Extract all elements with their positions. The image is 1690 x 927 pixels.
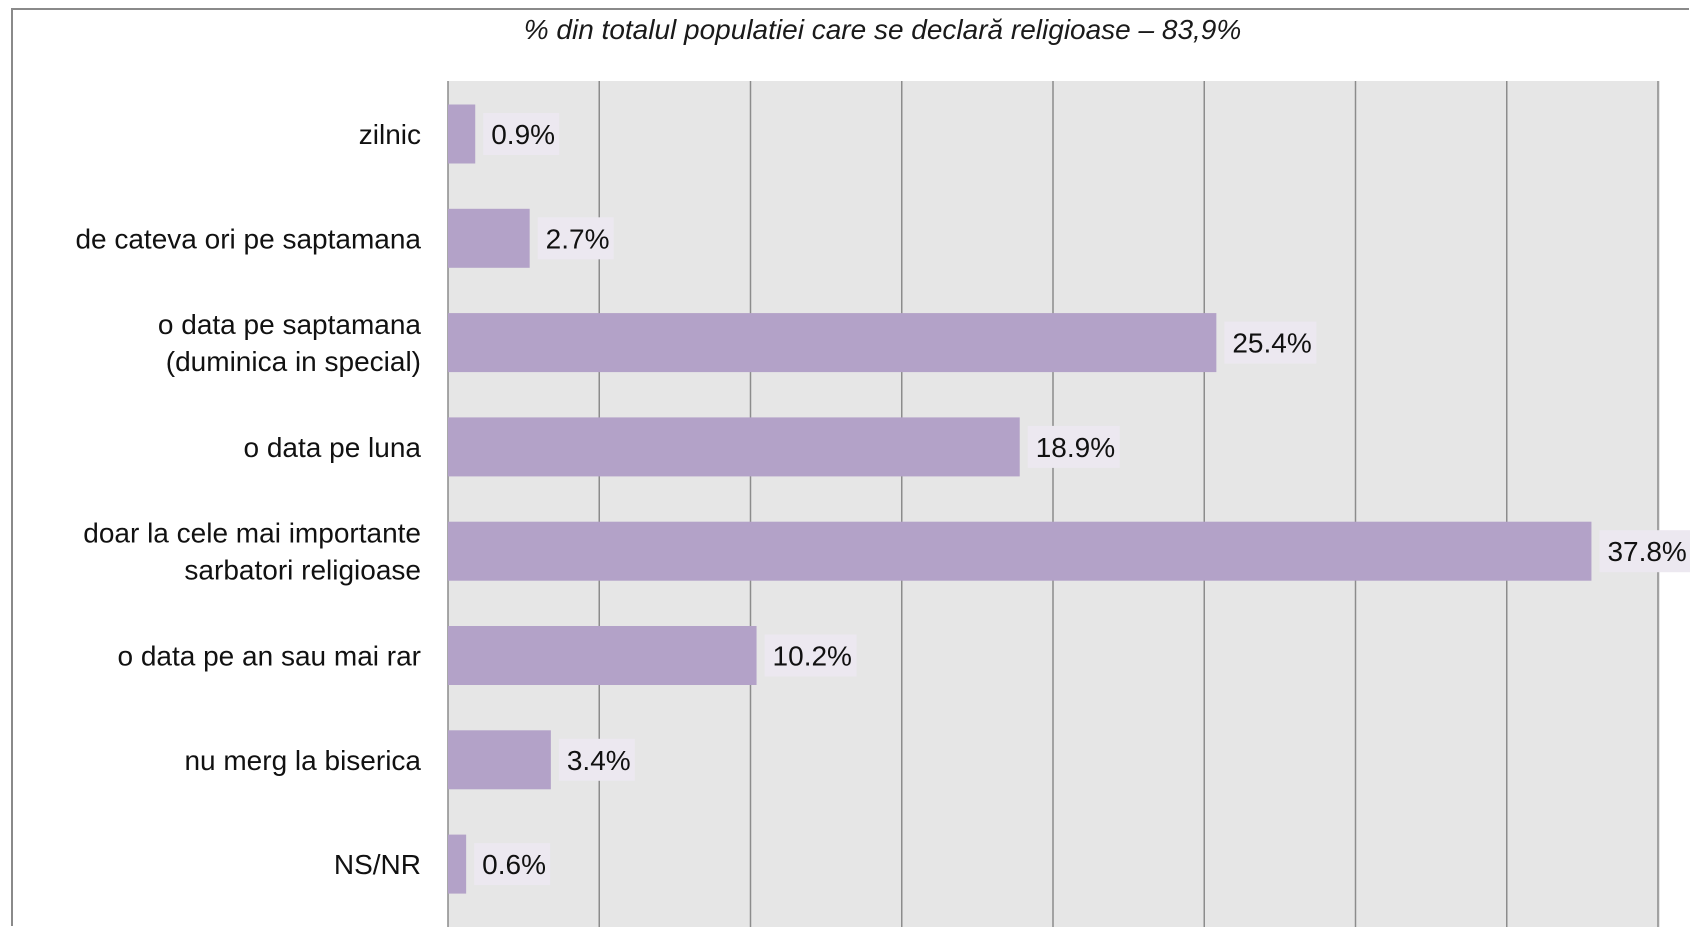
data-label: 0.6%	[482, 849, 546, 880]
chart-title: % din totalul populatiei care se declară…	[523, 14, 1242, 45]
data-label: 25.4%	[1232, 328, 1311, 359]
data-label-background	[764, 634, 857, 677]
bar	[448, 104, 476, 164]
bar	[448, 730, 551, 790]
bar	[448, 313, 1217, 373]
data-label-background	[537, 217, 614, 260]
data-label: 3.4%	[567, 745, 631, 776]
bar	[448, 834, 467, 894]
category-label: NS/NR	[334, 849, 421, 880]
category-label: de cateva ori pe saptamana	[75, 223, 421, 254]
category-label: nu merg la biserica	[184, 745, 421, 776]
category-label: zilnic	[359, 119, 421, 150]
data-label-background	[1027, 425, 1120, 468]
category-label: o data pe saptamana (duminica in special)	[158, 309, 422, 377]
data-label: 18.9%	[1036, 432, 1115, 463]
plot-area	[448, 81, 1660, 927]
data-label-background	[474, 843, 551, 886]
data-label-background	[1599, 530, 1690, 573]
bar	[448, 521, 1592, 581]
bar	[448, 626, 757, 685]
data-label: 10.2%	[773, 641, 852, 672]
data-label-background	[558, 738, 635, 781]
data-label-background	[483, 113, 560, 155]
data-label: 37.8%	[1607, 536, 1686, 567]
category-label: o data pe an sau mai rar	[117, 641, 421, 672]
bar	[448, 417, 1020, 477]
data-label-background	[1224, 321, 1317, 364]
data-label: 0.9%	[491, 119, 555, 150]
data-label: 2.7%	[546, 223, 610, 254]
category-label: o data pe luna	[244, 432, 422, 463]
category-label: doar la cele mai importante sarbatori rel…	[83, 518, 421, 586]
bar	[448, 208, 530, 268]
